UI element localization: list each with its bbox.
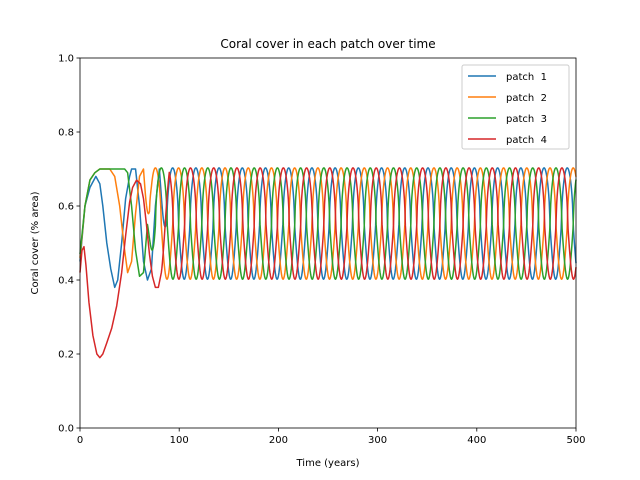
y-axis: 0.0 0.2 0.4 0.6 0.8 1.0 bbox=[58, 54, 80, 435]
x-axis-label: Time (years) bbox=[296, 458, 360, 469]
x-axis: 0 100 200 300 400 500 bbox=[77, 428, 586, 446]
legend: patch 1 patch 2 patch 3 patch 4 bbox=[461, 64, 570, 150]
series-line-patch-3 bbox=[79, 167, 577, 281]
y-axis-label: Coral cover (% area) bbox=[30, 191, 41, 294]
series-line-patch-4 bbox=[79, 167, 577, 359]
legend-label: patch 1 bbox=[506, 72, 547, 83]
x-tick-label: 300 bbox=[368, 435, 387, 446]
y-tick-label: 0.2 bbox=[58, 350, 74, 361]
x-tick-label: 500 bbox=[566, 435, 585, 446]
y-tick-label: 0.0 bbox=[58, 424, 74, 435]
series-lines bbox=[79, 167, 577, 359]
x-tick-label: 100 bbox=[170, 435, 189, 446]
y-tick-label: 1.0 bbox=[58, 54, 74, 65]
x-tick-label: 400 bbox=[467, 435, 486, 446]
plot-area bbox=[79, 57, 577, 429]
legend-frame bbox=[461, 64, 570, 150]
chart-title: Coral cover in each patch over time bbox=[220, 37, 435, 51]
legend-label: patch 4 bbox=[506, 135, 547, 146]
y-tick-label: 0.8 bbox=[58, 128, 74, 139]
legend-label: patch 2 bbox=[506, 93, 547, 104]
legend-label: patch 3 bbox=[506, 114, 547, 125]
x-tick-label: 0 bbox=[77, 435, 83, 446]
y-tick-label: 0.4 bbox=[58, 276, 74, 287]
x-tick-label: 200 bbox=[269, 435, 288, 446]
series-line-patch-2 bbox=[79, 167, 577, 281]
series-line-patch-1 bbox=[79, 167, 577, 289]
y-tick-label: 0.6 bbox=[58, 202, 74, 213]
plot-frame bbox=[79, 57, 577, 429]
